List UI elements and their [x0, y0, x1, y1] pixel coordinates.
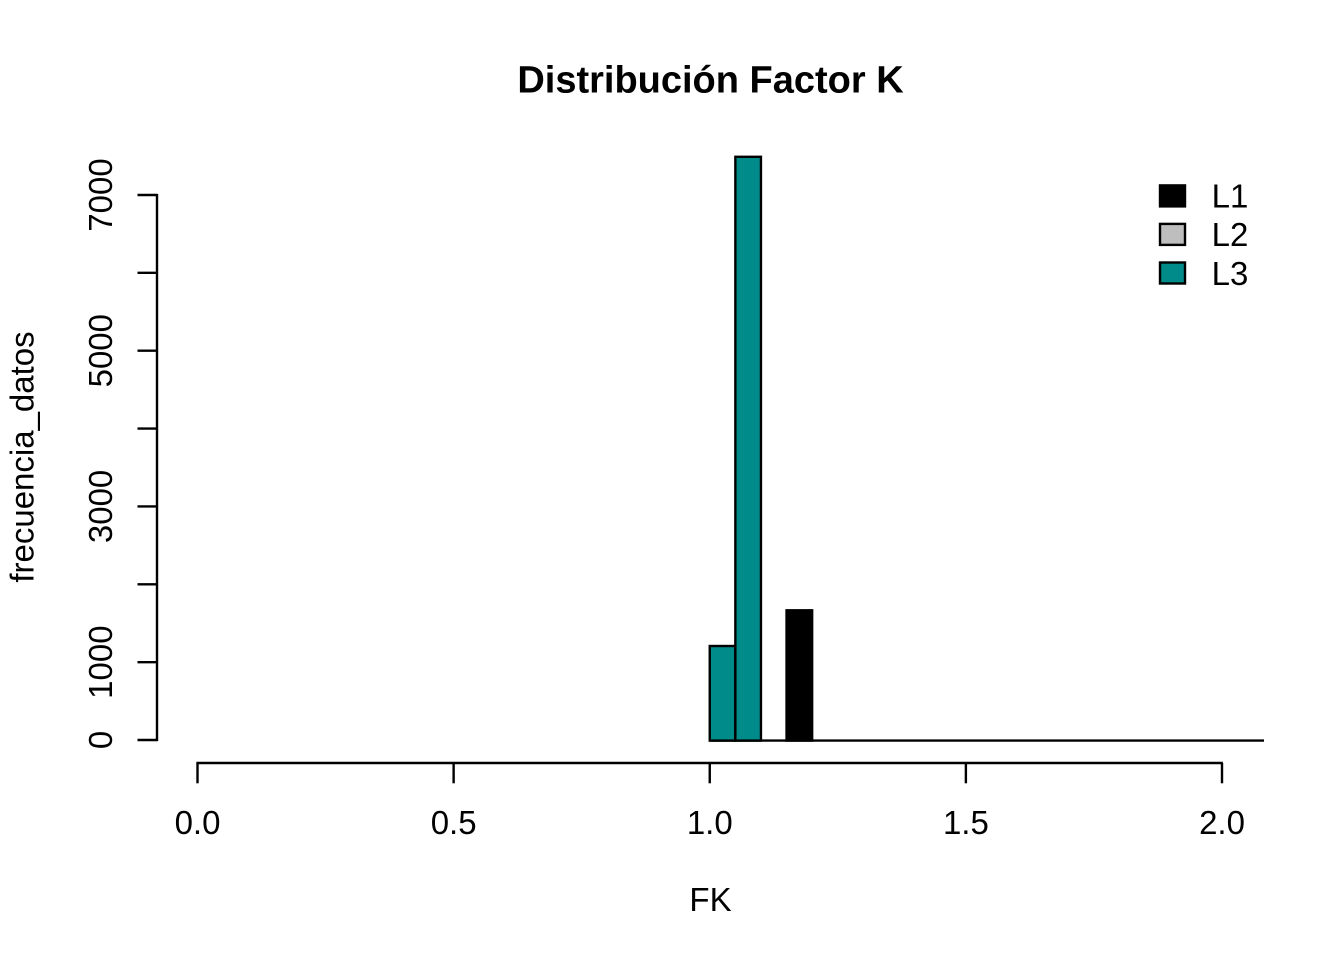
svg-text:0: 0 [82, 731, 119, 749]
svg-text:7000: 7000 [82, 158, 119, 231]
svg-text:2.0: 2.0 [1199, 804, 1245, 841]
svg-text:0.5: 0.5 [431, 804, 477, 841]
svg-text:5000: 5000 [82, 314, 119, 387]
svg-text:frecuencia_datos: frecuencia_datos [4, 331, 41, 582]
svg-text:3000: 3000 [82, 470, 119, 543]
svg-text:L2: L2 [1212, 216, 1249, 253]
svg-text:FK: FK [689, 881, 731, 918]
svg-text:0.0: 0.0 [175, 804, 221, 841]
svg-text:1000: 1000 [82, 625, 119, 698]
svg-text:1.5: 1.5 [943, 804, 989, 841]
svg-text:L3: L3 [1212, 255, 1249, 292]
svg-text:L1: L1 [1212, 178, 1249, 215]
svg-text:Distribución Factor K: Distribución Factor K [517, 60, 904, 102]
svg-text:1.0: 1.0 [687, 804, 733, 841]
